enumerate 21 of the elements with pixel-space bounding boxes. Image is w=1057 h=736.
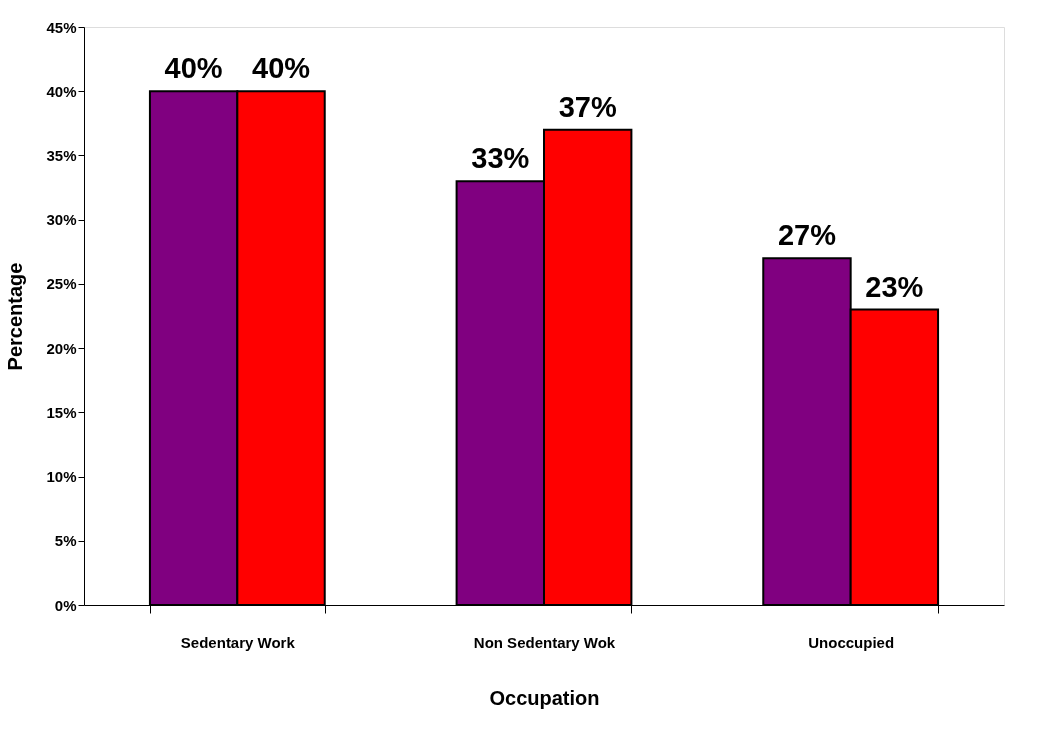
x-tick-label: Unoccupied bbox=[808, 633, 895, 651]
y-tick-label: 20% bbox=[46, 339, 77, 357]
y-tick-label: 30% bbox=[46, 211, 77, 229]
x-tick-label: Sedentary Work bbox=[180, 633, 296, 651]
y-tick-label: 0% bbox=[54, 596, 77, 614]
data-label: 40% bbox=[252, 52, 311, 85]
data-label: 37% bbox=[558, 90, 617, 123]
y-tick-label: 40% bbox=[46, 82, 77, 100]
x-tick-label: Non Sedentary Wok bbox=[473, 633, 616, 651]
y-tick-label: 45% bbox=[46, 18, 77, 36]
y-tick-label: 35% bbox=[46, 146, 77, 164]
y-tick-label: 25% bbox=[46, 275, 77, 293]
y-axis-title: Percentage bbox=[4, 262, 27, 371]
data-label: 23% bbox=[865, 270, 924, 303]
data-label: 27% bbox=[777, 219, 837, 252]
y-tick-label: 5% bbox=[54, 532, 77, 550]
data-label: 40% bbox=[164, 52, 223, 85]
data-label: 33% bbox=[471, 142, 530, 175]
x-axis-title: Occupation bbox=[489, 686, 600, 709]
y-tick-label: 15% bbox=[46, 403, 77, 421]
y-tick-label: 10% bbox=[46, 468, 77, 486]
